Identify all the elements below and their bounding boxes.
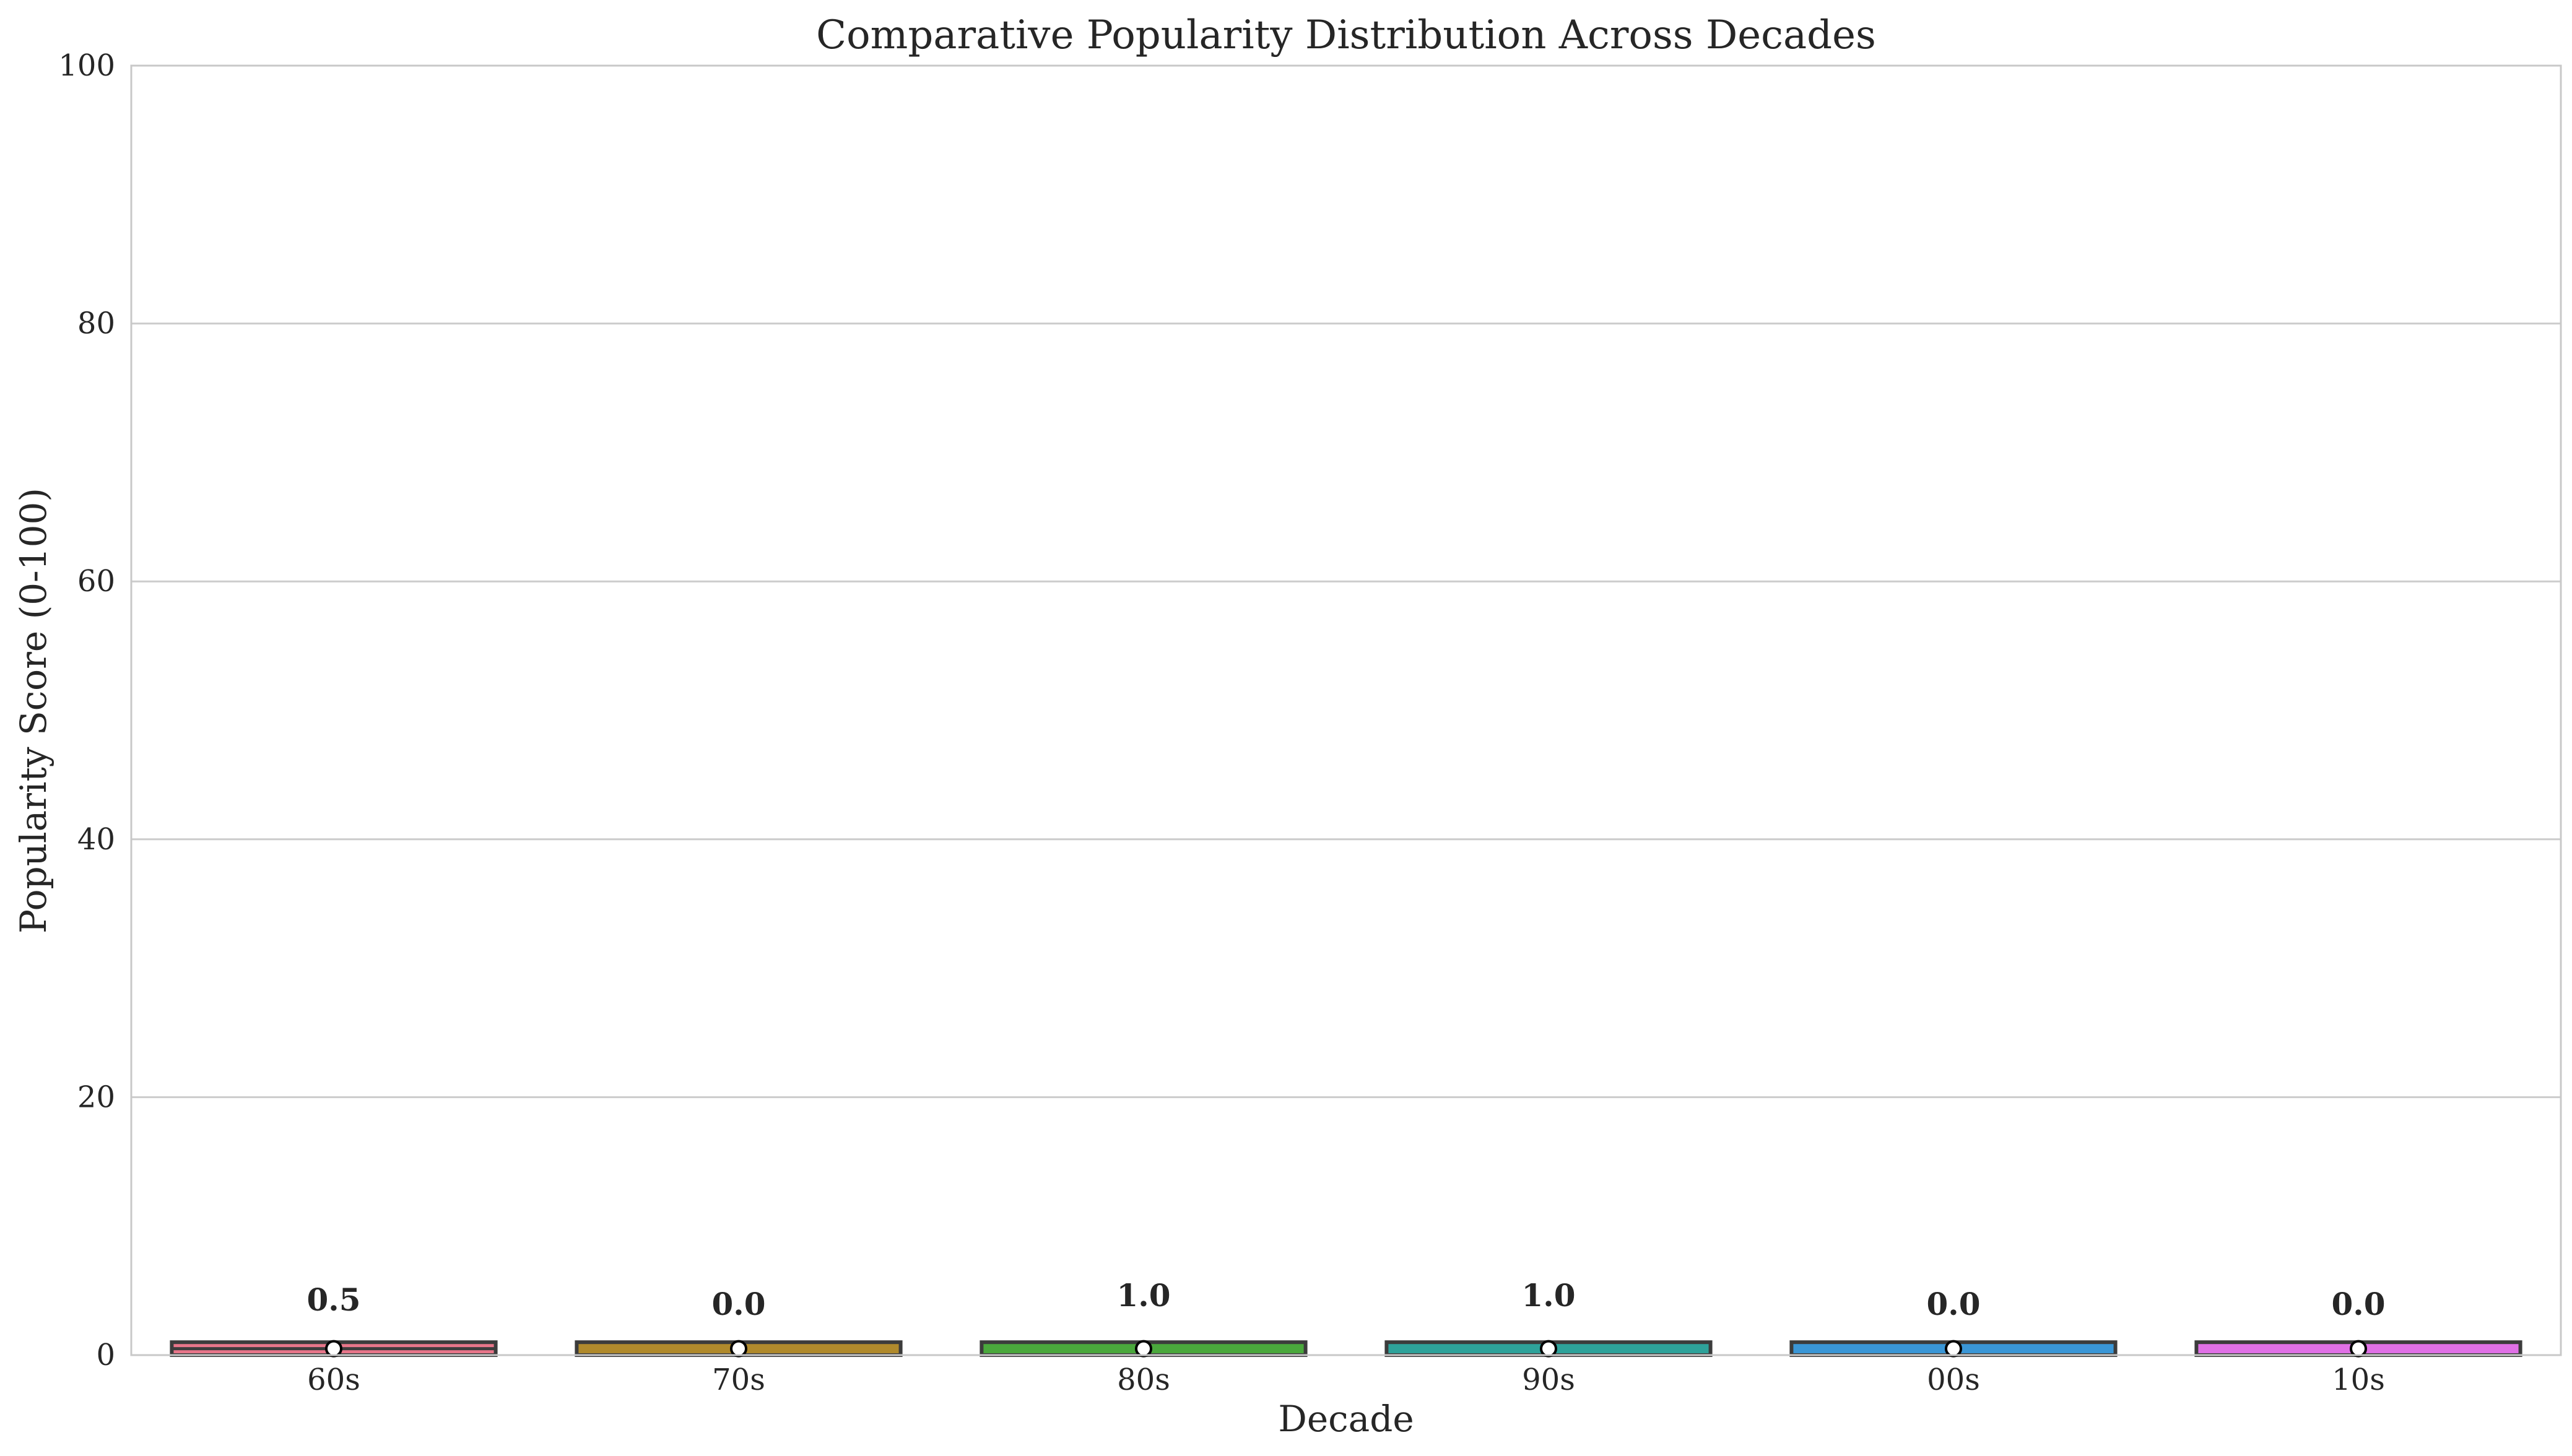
mean-marker-60s xyxy=(325,1340,342,1358)
x-axis-label: Decade xyxy=(1278,1398,1414,1440)
x-tick-labels: 60s 70s 80s 90s 00s 10s xyxy=(307,1363,2385,1397)
x-tick-label: 60s xyxy=(307,1363,360,1397)
x-tick-label: 10s xyxy=(2332,1363,2385,1397)
y-tick-label: 80 xyxy=(77,306,115,341)
median-label-90s: 1.0 xyxy=(1522,1277,1576,1314)
y-tick-label: 100 xyxy=(58,48,115,83)
y-tick-label: 0 xyxy=(96,1338,115,1372)
mean-marker-00s xyxy=(1945,1340,1962,1358)
mean-marker-80s xyxy=(1135,1340,1152,1358)
boxes xyxy=(170,1340,2522,1358)
median-label-80s: 1.0 xyxy=(1117,1277,1171,1314)
mean-marker-70s xyxy=(730,1340,747,1358)
median-label-00s: 0.0 xyxy=(1927,1286,1981,1322)
grid-lines xyxy=(131,64,2561,1356)
x-tick-label: 80s xyxy=(1117,1363,1170,1397)
median-label-10s: 0.0 xyxy=(2332,1286,2386,1322)
median-label-60s: 0.5 xyxy=(307,1281,361,1318)
mean-marker-90s xyxy=(1540,1340,1557,1358)
median-label-70s: 0.0 xyxy=(712,1286,766,1322)
x-tick-label: 90s xyxy=(1522,1363,1575,1397)
x-tick-label: 00s xyxy=(1927,1363,1980,1397)
median-labels: 0.5 0.0 1.0 1.0 0.0 0.0 xyxy=(307,1277,2386,1322)
y-axis-label: Popularity Score (0-100) xyxy=(12,488,54,934)
plot-frame xyxy=(130,64,2562,1356)
y-tick-label: 20 xyxy=(77,1080,115,1114)
y-tick-labels: 0 20 40 60 80 100 xyxy=(58,48,115,1372)
x-tick-label: 70s xyxy=(712,1363,765,1397)
mean-marker-10s xyxy=(2350,1340,2367,1358)
chart-title: Comparative Popularity Distribution Acro… xyxy=(816,12,1876,58)
y-tick-label: 60 xyxy=(77,564,115,599)
y-tick-label: 40 xyxy=(77,822,115,857)
